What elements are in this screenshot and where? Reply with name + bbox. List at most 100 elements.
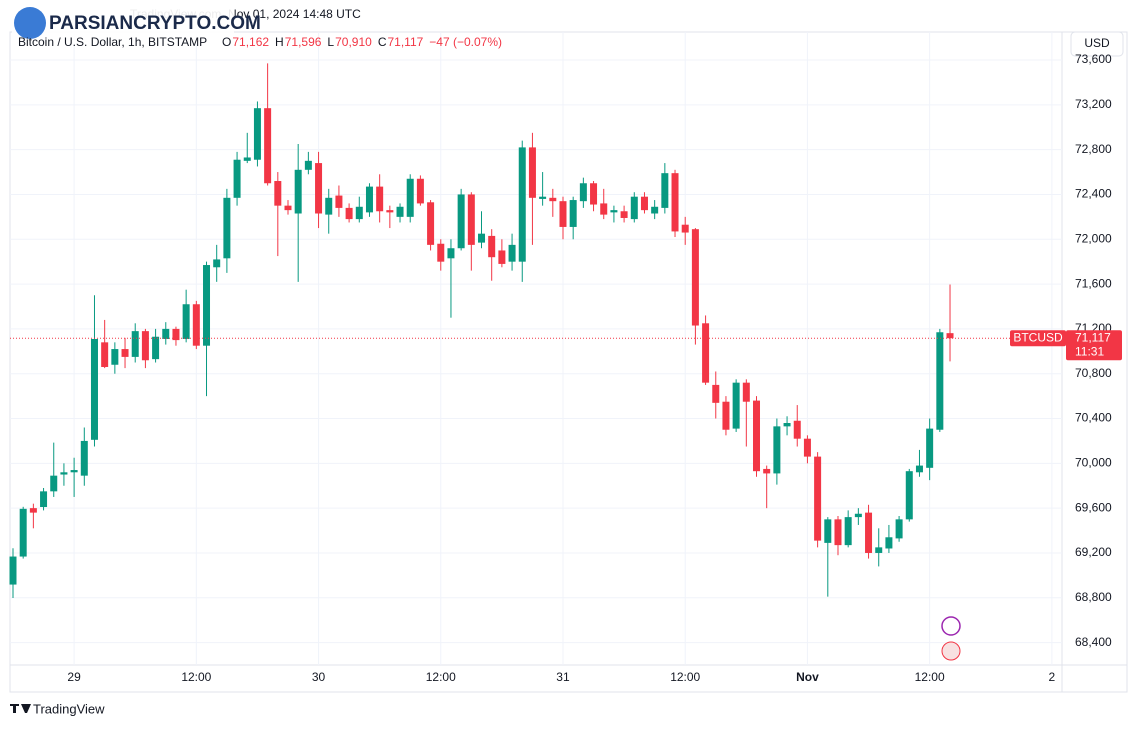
candle-body	[304, 160, 312, 170]
y-tick-label: 70,800	[1075, 366, 1112, 380]
x-tick-label: 12:00	[670, 670, 700, 684]
candle-body	[365, 186, 373, 213]
candle-body	[437, 243, 445, 262]
candle-body	[640, 196, 648, 211]
candle-body	[264, 108, 272, 184]
ohlc-key: H	[275, 35, 284, 49]
candle-body	[691, 229, 699, 326]
title: Bitcoin / U.S. Dollar, 1h, BITSTAMP	[18, 35, 207, 49]
price-tag	[1066, 330, 1122, 361]
currency[interactable]: USD	[1084, 36, 1110, 50]
event-icon[interactable]	[941, 641, 961, 661]
candle-body	[488, 235, 496, 258]
footer-logo	[10, 704, 31, 713]
ohlc-key: L	[327, 35, 334, 49]
candle-body	[70, 470, 78, 473]
plot	[9, 63, 1062, 599]
candle-body	[610, 210, 618, 213]
ohlc-value: 71,117	[387, 35, 423, 49]
candle-body	[253, 108, 261, 160]
candle-body	[803, 438, 811, 457]
candle-body	[152, 336, 160, 360]
candle-body	[315, 163, 323, 214]
y-tick-label: 71,600	[1075, 276, 1112, 290]
candle-body	[854, 513, 862, 518]
candle-body	[325, 197, 333, 215]
x-tick-label: 2	[1049, 670, 1056, 684]
candle-body	[946, 333, 954, 339]
y-tick-label: 69,600	[1075, 500, 1112, 514]
ohlc-key: O	[222, 35, 231, 49]
candle-body	[141, 331, 149, 361]
x-tick-label: 30	[312, 670, 326, 684]
candle-body	[162, 328, 170, 339]
candle-body	[111, 349, 119, 365]
candle-body	[844, 517, 852, 546]
candle-body	[19, 508, 27, 557]
candle-body	[824, 519, 832, 543]
y-tick-label: 70,000	[1075, 456, 1112, 470]
candle-body	[936, 332, 944, 430]
y-tick-label: 73,600	[1075, 52, 1112, 66]
candle-body	[753, 400, 761, 472]
candle-body	[712, 384, 720, 403]
candle-body	[915, 465, 923, 473]
ohlc-key: C	[378, 35, 387, 49]
y-tick-label: 73,200	[1075, 97, 1112, 111]
x-tick-label: 12:00	[181, 670, 211, 684]
candle-body	[182, 304, 190, 339]
ohlc: O 71,162 H 71,596 L 70,910 C 71,117 −47 (−0.07%)	[222, 35, 502, 49]
candle-body	[508, 244, 516, 262]
x-tick-label: 12:00	[426, 670, 456, 684]
candle-body	[702, 323, 710, 383]
y-tick-label: 70,400	[1075, 411, 1112, 425]
candle-body	[722, 401, 730, 430]
candle-body	[579, 183, 587, 202]
candle-body	[478, 233, 486, 243]
candle-body	[40, 491, 48, 508]
candle-body	[355, 206, 363, 220]
change: −47 (−0.07%)	[429, 35, 502, 49]
candle-body	[9, 556, 17, 585]
candle-body	[80, 440, 88, 476]
candle-body	[498, 250, 506, 264]
y-tick-label: 69,200	[1075, 545, 1112, 559]
candle-body	[457, 194, 465, 249]
watermark-text: PARSIANCRYPTO.COM	[49, 13, 261, 34]
candle-body	[661, 173, 669, 208]
symbol-tag-text: BTCUSD	[1013, 330, 1063, 344]
candle-body	[60, 472, 68, 475]
candle-body	[386, 210, 394, 213]
candle-body	[875, 547, 883, 553]
countdown: 11:31	[1075, 344, 1104, 358]
footer: TradingView	[33, 701, 105, 716]
candle-body	[50, 475, 58, 492]
candle-body	[274, 181, 282, 206]
ohlc-value: 71,162	[232, 35, 269, 49]
x-tick-label: 12:00	[915, 670, 945, 684]
x-tick-label: 31	[556, 670, 570, 684]
candle-body	[243, 157, 251, 161]
watermark: PARSIANCRYPTO.COM	[12, 4, 261, 44]
currency-button[interactable]	[1070, 31, 1124, 57]
x-tick-label: 29	[67, 670, 81, 684]
ohlc-value: 71,596	[285, 35, 322, 49]
candle-body	[620, 211, 628, 218]
candle-body	[590, 183, 598, 205]
candle-body	[549, 197, 557, 202]
ohlc-value: 70,910	[335, 35, 372, 49]
price-tag-text: 71,117	[1075, 330, 1111, 344]
candle-body	[345, 207, 353, 220]
symbol-tag	[1010, 330, 1066, 347]
y-tick-label: 72,400	[1075, 187, 1112, 201]
candle-body	[376, 186, 384, 212]
candle-body	[742, 382, 750, 402]
event-icon[interactable]	[941, 616, 961, 636]
candle-body	[885, 537, 893, 549]
frame	[9, 31, 1128, 693]
candle-body	[905, 471, 913, 520]
candle-body	[406, 178, 414, 217]
y-tick-label: 68,400	[1075, 635, 1112, 649]
candle-body	[335, 195, 343, 208]
candle-body	[172, 328, 180, 341]
